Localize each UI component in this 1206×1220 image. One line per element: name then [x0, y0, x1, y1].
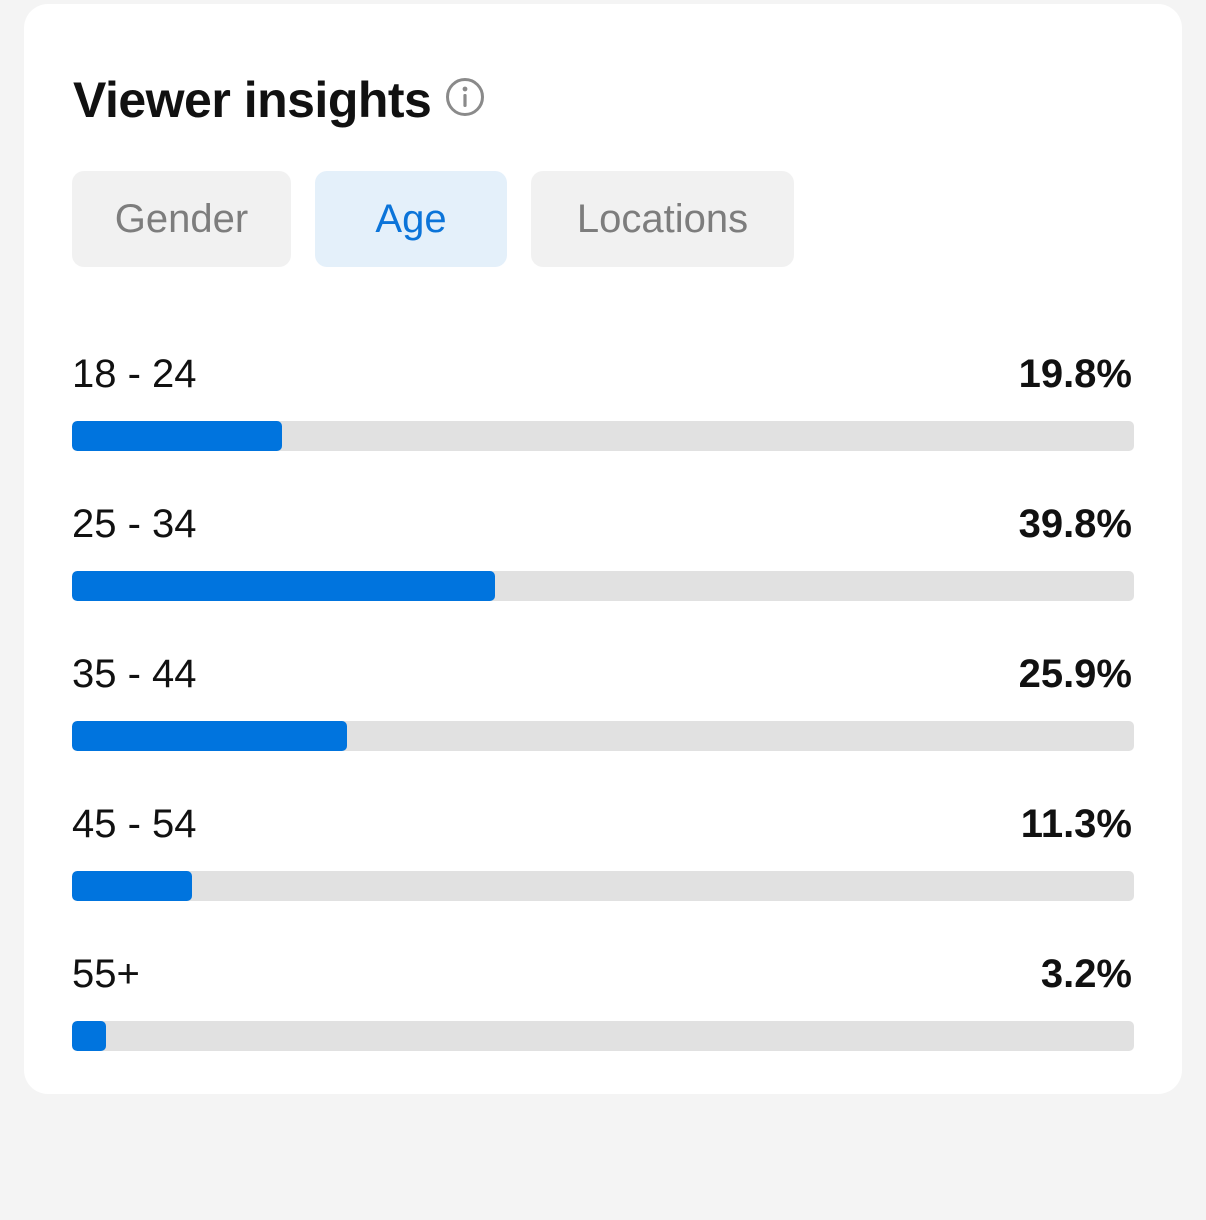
progress-track	[72, 421, 1134, 451]
age-range-label: 55+	[72, 952, 140, 996]
progress-track	[72, 1021, 1134, 1051]
viewer-insights-card: Viewer insights Gender Age Locations 18 …	[24, 4, 1182, 1094]
progress-fill	[72, 571, 495, 601]
progress-fill	[72, 421, 283, 451]
age-range-label: 35 - 44	[72, 652, 197, 696]
age-row: 55+ 3.2%	[72, 944, 1134, 1094]
card-title: Viewer insights	[73, 72, 432, 128]
age-percentage: 3.2%	[1040, 952, 1132, 996]
age-row: 45 - 54 11.3%	[72, 794, 1134, 944]
age-percentage: 19.8%	[1018, 352, 1132, 396]
age-range-label: 25 - 34	[72, 502, 197, 546]
age-percentage: 39.8%	[1018, 502, 1132, 546]
age-distribution-list: 18 - 24 19.8% 25 - 34 39.8% 35 - 44 25.9…	[72, 344, 1134, 1094]
insight-tabs: Gender Age Locations	[72, 171, 794, 267]
progress-track	[72, 721, 1134, 751]
tab-locations[interactable]: Locations	[531, 171, 794, 267]
card-header: Viewer insights	[73, 68, 485, 132]
progress-track	[72, 871, 1134, 901]
age-range-label: 18 - 24	[72, 352, 197, 396]
age-percentage: 25.9%	[1018, 652, 1132, 696]
age-range-label: 45 - 54	[72, 802, 197, 846]
progress-fill	[72, 721, 348, 751]
progress-fill	[72, 1021, 106, 1051]
age-row: 35 - 44 25.9%	[72, 644, 1134, 794]
age-row: 25 - 34 39.8%	[72, 494, 1134, 644]
progress-fill	[72, 871, 192, 901]
age-row: 18 - 24 19.8%	[72, 344, 1134, 494]
tab-gender[interactable]: Gender	[72, 171, 291, 267]
info-icon[interactable]	[445, 77, 485, 117]
age-percentage: 11.3%	[1020, 802, 1132, 846]
tab-age[interactable]: Age	[315, 171, 507, 267]
progress-track	[72, 571, 1134, 601]
